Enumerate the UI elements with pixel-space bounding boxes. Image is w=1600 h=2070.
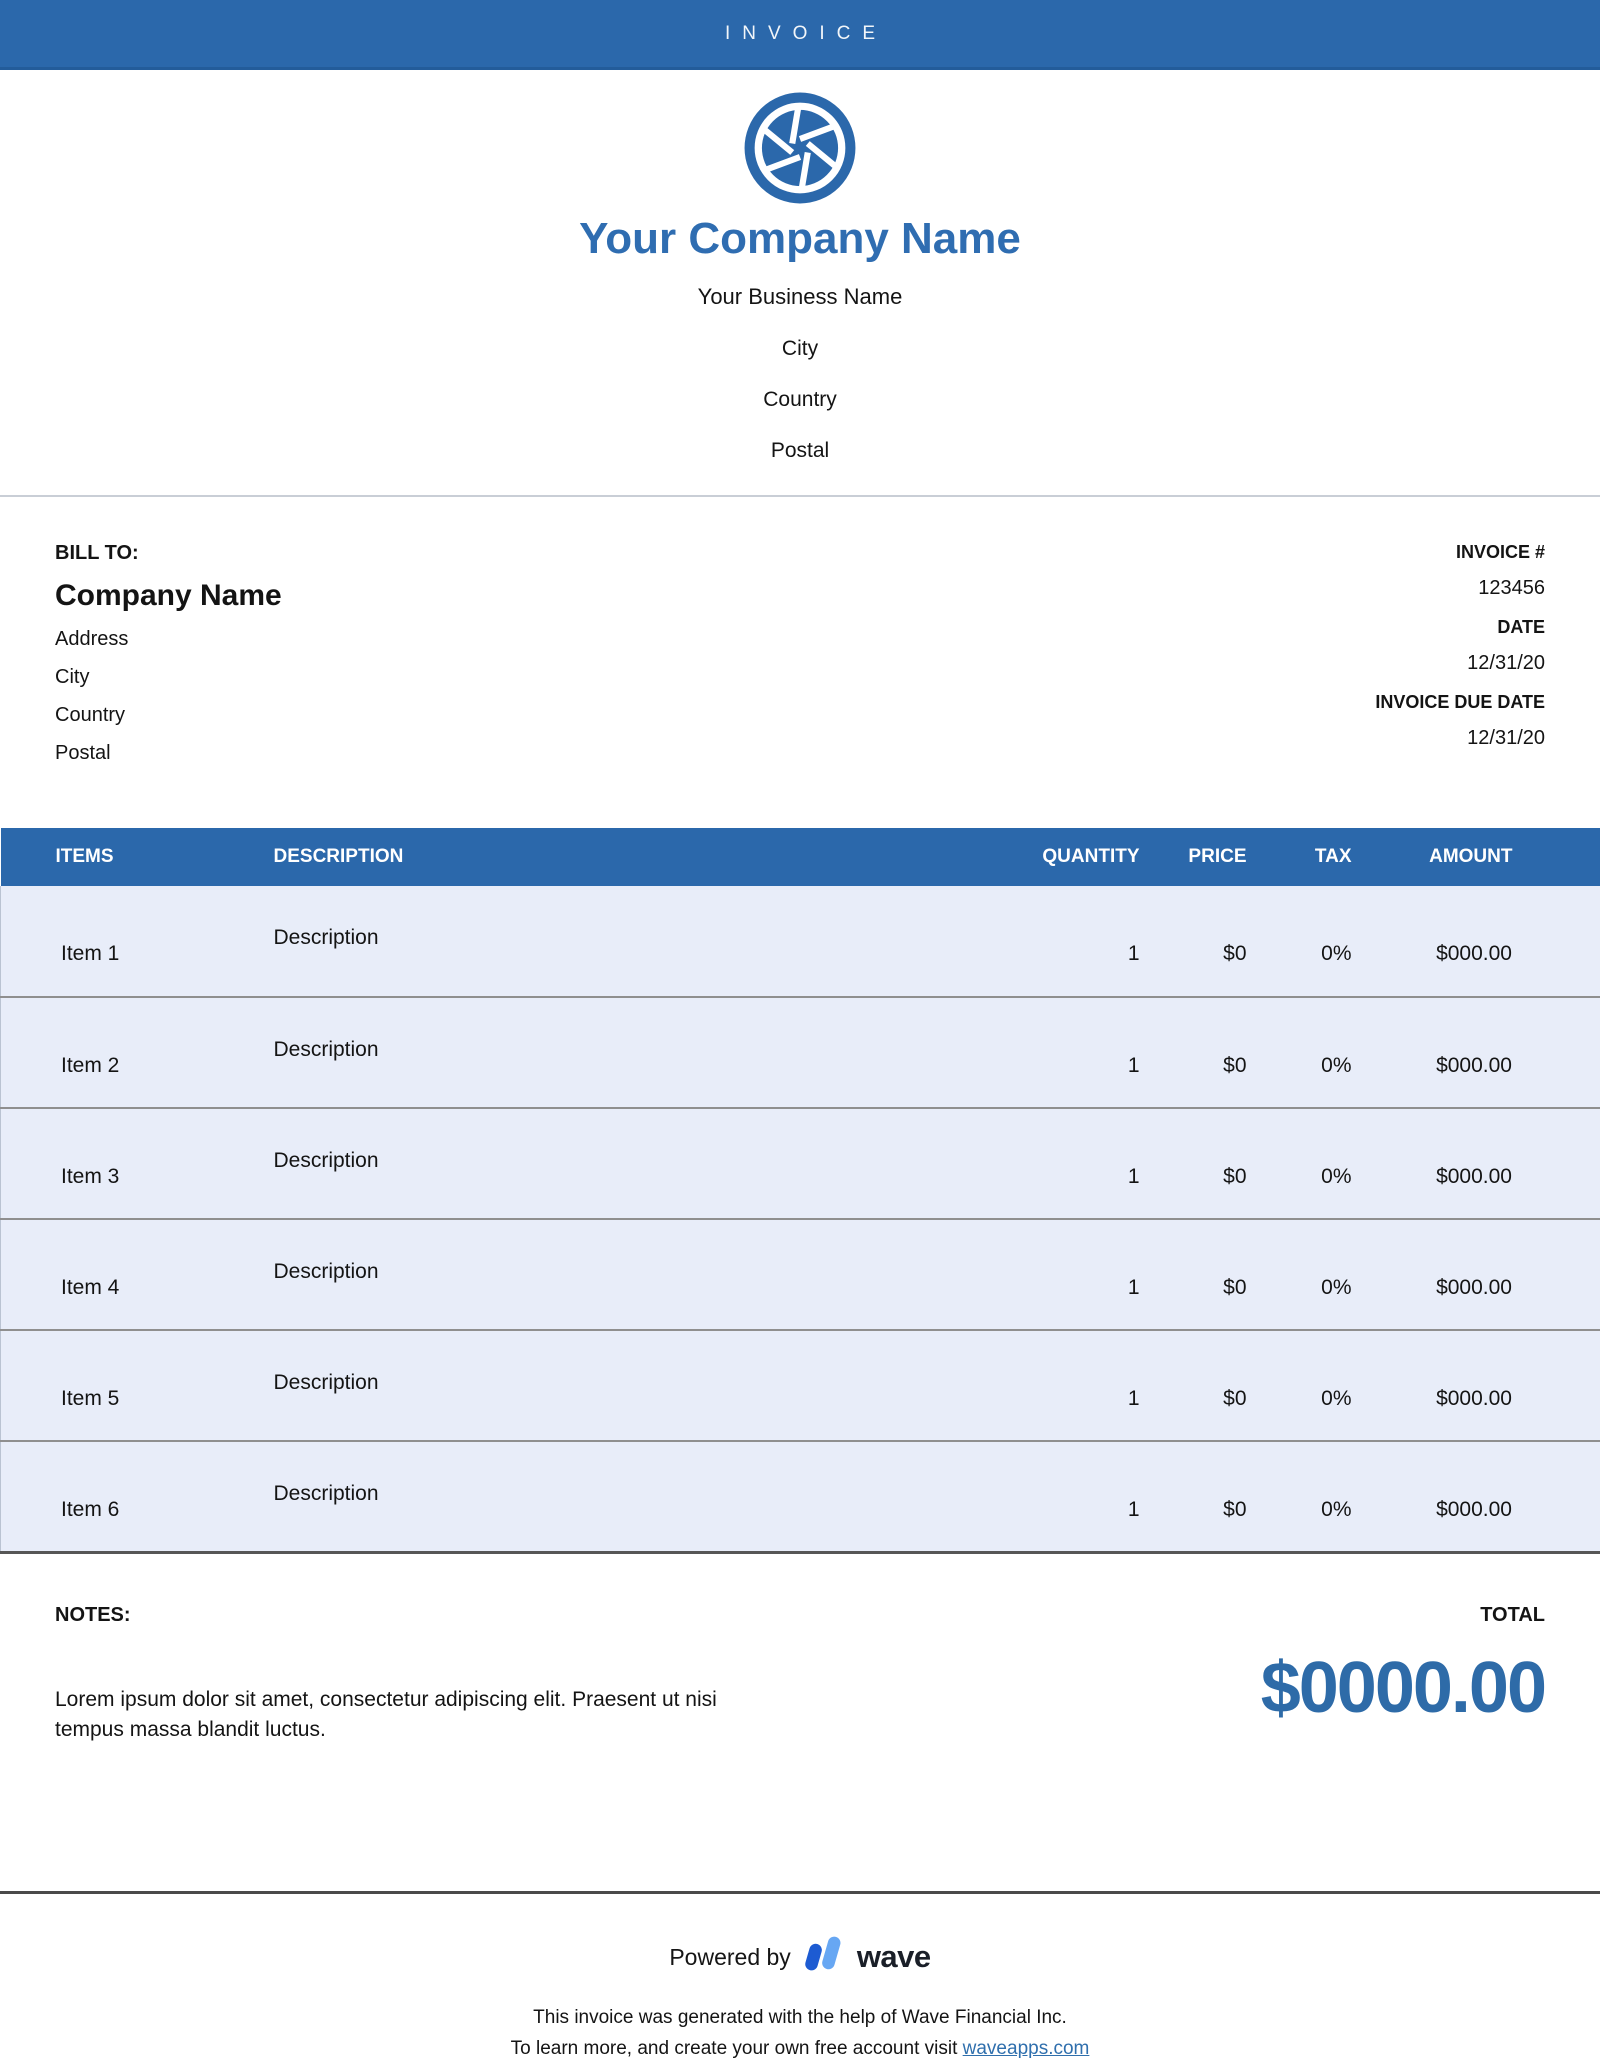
billing-section: BILL TO: Company Name Address City Count… (0, 497, 1600, 828)
table-row: Item 1 Description 1 $0 0% $000.00 (0, 886, 1600, 997)
wave-wordmark: wave (856, 1939, 931, 1974)
invoice-meta-block: INVOICE # 123456 DATE 12/31/20 INVOICE D… (1375, 542, 1545, 828)
item-name-cell: Item 1 (0, 886, 216, 997)
invoice-banner: INVOICE (0, 0, 1600, 70)
quantity-cell: 1 (980, 1218, 1141, 1330)
amount-cell: $000.00 (1352, 1329, 1600, 1441)
invoice-due-date: 12/31/20 (1467, 727, 1545, 749)
description-cell: Description (215, 1218, 981, 1330)
tax-cell: 0% (1247, 1218, 1353, 1330)
price-cell: $0 (1140, 1107, 1248, 1219)
bill-to-label: BILL TO: (55, 542, 139, 564)
total-value: $0000.00 (1260, 1647, 1547, 1728)
price-cell: $0 (1140, 1329, 1248, 1441)
amount-cell: $000.00 (1352, 1107, 1600, 1219)
bill-to-city: City (55, 666, 90, 688)
quantity-cell: 1 (980, 1107, 1141, 1219)
tax-cell: 0% (1247, 1329, 1353, 1441)
table-row: Item 2 Description 1 $0 0% $000.00 (0, 996, 1600, 1108)
amount-cell: $000.00 (1352, 1218, 1600, 1330)
company-postal: Postal (770, 439, 830, 462)
footer: Powered by wave This invoice was generat… (0, 1890, 1600, 2060)
table-row: Item 5 Description 1 $0 0% $000.00 (0, 1329, 1600, 1441)
invoice-number: 123456 (1478, 577, 1545, 599)
column-header-amount: AMOUNT (1352, 828, 1600, 886)
item-name-cell: Item 3 (0, 1107, 216, 1219)
table-row: Item 3 Description 1 $0 0% $000.00 (0, 1107, 1600, 1219)
description-cell: Description (215, 886, 981, 997)
powered-by-row: Powered by wave (669, 1934, 931, 1981)
company-header: Your Company Name Your Business Name Cit… (0, 70, 1600, 497)
price-cell: $0 (1140, 1440, 1248, 1554)
company-country: Country (763, 388, 837, 411)
wave-logo-icon (801, 1934, 847, 1981)
notes-block: NOTES: Lorem ipsum dolor sit amet, conse… (55, 1604, 717, 1891)
waveapps-link[interactable]: waveapps.com (962, 2037, 1090, 2059)
bill-to-company-name: Company Name (55, 579, 282, 612)
learn-more-prefix: To learn more, and create your own free … (510, 2037, 963, 2059)
item-name-cell: Item 5 (0, 1329, 216, 1441)
items-table: ITEMS DESCRIPTION QUANTITY PRICE TAX AMO… (0, 828, 1600, 1554)
notes-label: NOTES: (55, 1603, 131, 1626)
tax-cell: 0% (1247, 1440, 1353, 1554)
aperture-icon (744, 92, 856, 208)
price-cell: $0 (1140, 1218, 1248, 1330)
business-name: Your Business Name (697, 284, 903, 309)
invoice-due-date-label: INVOICE DUE DATE (1375, 692, 1545, 712)
quantity-cell: 1 (980, 1329, 1141, 1441)
column-header-tax: TAX (1247, 828, 1353, 886)
tax-cell: 0% (1247, 886, 1353, 997)
bill-to-address: Address (55, 628, 129, 650)
tax-cell: 0% (1247, 996, 1353, 1108)
invoice-number-label: INVOICE # (1455, 542, 1545, 562)
price-cell: $0 (1140, 996, 1248, 1108)
total-label: TOTAL (1480, 1603, 1545, 1626)
amount-cell: $000.00 (1352, 996, 1600, 1108)
column-header-quantity: QUANTITY (980, 828, 1141, 886)
table-row: Item 6 Description 1 $0 0% $000.00 (0, 1440, 1600, 1554)
total-block: TOTAL $0000.00 (1260, 1603, 1547, 1891)
items-table-header: ITEMS DESCRIPTION QUANTITY PRICE TAX AMO… (0, 828, 1600, 886)
notes-text: Lorem ipsum dolor sit amet, consectetur … (55, 1687, 717, 1741)
price-cell: $0 (1140, 886, 1248, 997)
invoice-title: INVOICE (724, 22, 888, 44)
company-name: Your Company Name (579, 214, 1021, 263)
powered-by-text: Powered by (669, 1943, 791, 1970)
description-cell: Description (215, 1440, 981, 1554)
table-row: Item 4 Description 1 $0 0% $000.00 (0, 1218, 1600, 1330)
description-cell: Description (215, 1107, 981, 1219)
invoice-date: 12/31/20 (1467, 652, 1545, 674)
company-city: City (781, 337, 819, 360)
bill-to-postal: Postal (55, 742, 111, 764)
invoice-date-label: DATE (1497, 617, 1545, 637)
bill-to-country: Country (55, 704, 126, 726)
column-header-items: ITEMS (0, 828, 216, 886)
company-logo (0, 92, 1600, 204)
column-header-description: DESCRIPTION (215, 828, 981, 886)
item-name-cell: Item 6 (0, 1440, 216, 1554)
column-header-price: PRICE (1140, 828, 1248, 886)
item-name-cell: Item 4 (0, 1218, 216, 1330)
learn-more-text: To learn more, and create your own free … (0, 2038, 1600, 2060)
summary-section: NOTES: Lorem ipsum dolor sit amet, conse… (0, 1554, 1600, 1891)
description-cell: Description (215, 996, 981, 1108)
amount-cell: $000.00 (1352, 886, 1600, 997)
amount-cell: $000.00 (1352, 1440, 1600, 1554)
tax-cell: 0% (1247, 1107, 1353, 1219)
bill-to-block: BILL TO: Company Name Address City Count… (55, 542, 282, 828)
description-cell: Description (215, 1329, 981, 1441)
quantity-cell: 1 (980, 1440, 1141, 1554)
quantity-cell: 1 (980, 886, 1141, 997)
generated-by-text: This invoice was generated with the help… (533, 2006, 1067, 2028)
item-name-cell: Item 2 (0, 996, 216, 1108)
quantity-cell: 1 (980, 996, 1141, 1108)
